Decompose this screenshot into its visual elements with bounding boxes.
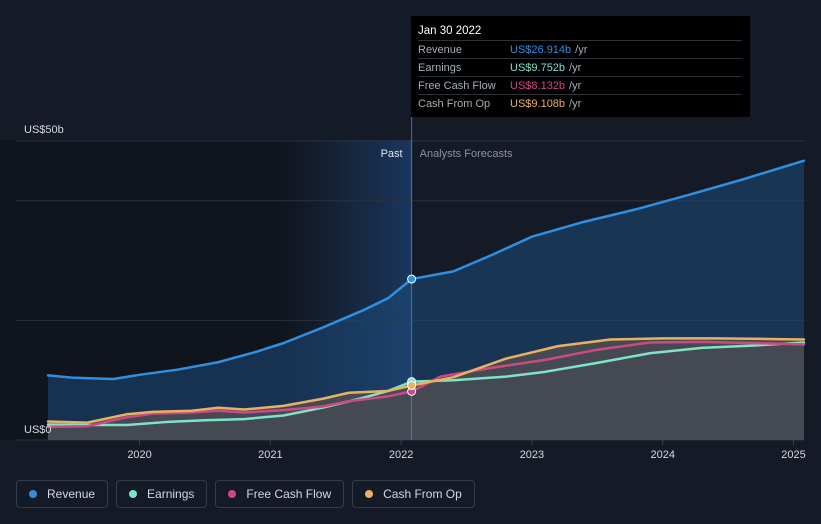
cfo-line: [46, 337, 806, 424]
x-tick-label: 2021: [258, 449, 282, 461]
tooltip-row-cash-from-op: Cash From Op US$9.108b /yr: [418, 94, 742, 112]
tooltip-row-free-cash-flow: Free Cash Flow US$8.132b /yr: [418, 76, 742, 94]
tooltip-unit: /yr: [569, 79, 582, 92]
revenue-line: [46, 159, 806, 381]
legend-dot-icon: [29, 490, 37, 498]
legend-item-revenue[interactable]: Revenue: [16, 480, 109, 508]
y-axis-top-label: US$50b: [24, 124, 64, 136]
tooltip-unit: /yr: [569, 61, 582, 74]
x-tick-label: 2022: [389, 449, 413, 461]
tooltip-value: US$9.752b: [510, 61, 566, 74]
legend-label: Free Cash Flow: [246, 487, 332, 501]
x-tick-label: 2023: [520, 449, 544, 461]
fcf-line: [46, 340, 806, 429]
tooltip-label: Free Cash Flow: [418, 79, 496, 92]
tooltip: Jan 30 2022 Revenue US$26.914b /yr Earni…: [411, 16, 750, 117]
legend-item-free-cash-flow[interactable]: Free Cash Flow: [215, 480, 345, 508]
revenue-point: [407, 274, 417, 284]
x-tick-label: 2025: [781, 449, 805, 461]
tooltip-label: Revenue: [418, 43, 463, 56]
tooltip-label: Cash From Op: [418, 97, 491, 110]
cfo-point: [407, 381, 417, 391]
legend-dot-icon: [129, 490, 138, 498]
forecast-label: Analysts Forecasts: [420, 148, 513, 160]
tooltip-unit: /yr: [575, 43, 588, 56]
tooltip-row-earnings: Earnings US$9.752b /yr: [418, 58, 742, 76]
tooltip-label: Earnings: [418, 61, 462, 74]
legend-label: Revenue: [47, 487, 96, 501]
legend-dot-icon: [228, 490, 237, 498]
tooltip-value: US$8.132b: [510, 79, 566, 92]
x-tick-label: 2024: [650, 449, 674, 461]
x-tick-label: 2020: [127, 449, 151, 461]
legend-dot-icon: [365, 490, 374, 498]
tooltip-value: US$26.914b: [510, 43, 572, 56]
y-axis-bottom-label: US$0: [24, 424, 52, 436]
tooltip-date: Jan 30 2022: [418, 25, 482, 37]
past-label: Past: [381, 148, 403, 160]
tooltip-row-revenue: Revenue US$26.914b /yr: [418, 40, 742, 58]
legend: Revenue Earnings Free Cash Flow Cash Fro…: [16, 480, 475, 508]
cfo-area: [48, 338, 804, 440]
legend-label: Earnings: [147, 487, 195, 501]
tooltip-value: US$9.108b: [510, 97, 566, 110]
legend-label: Cash From Op: [383, 487, 462, 501]
legend-item-cash-from-op[interactable]: Cash From Op: [352, 480, 475, 508]
legend-item-earnings[interactable]: Earnings: [116, 480, 208, 508]
tooltip-unit: /yr: [569, 97, 582, 110]
